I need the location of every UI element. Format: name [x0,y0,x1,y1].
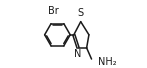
Text: N: N [74,49,82,59]
Text: S: S [78,8,84,18]
Text: Br: Br [48,6,59,16]
Text: NH₂: NH₂ [98,57,116,67]
